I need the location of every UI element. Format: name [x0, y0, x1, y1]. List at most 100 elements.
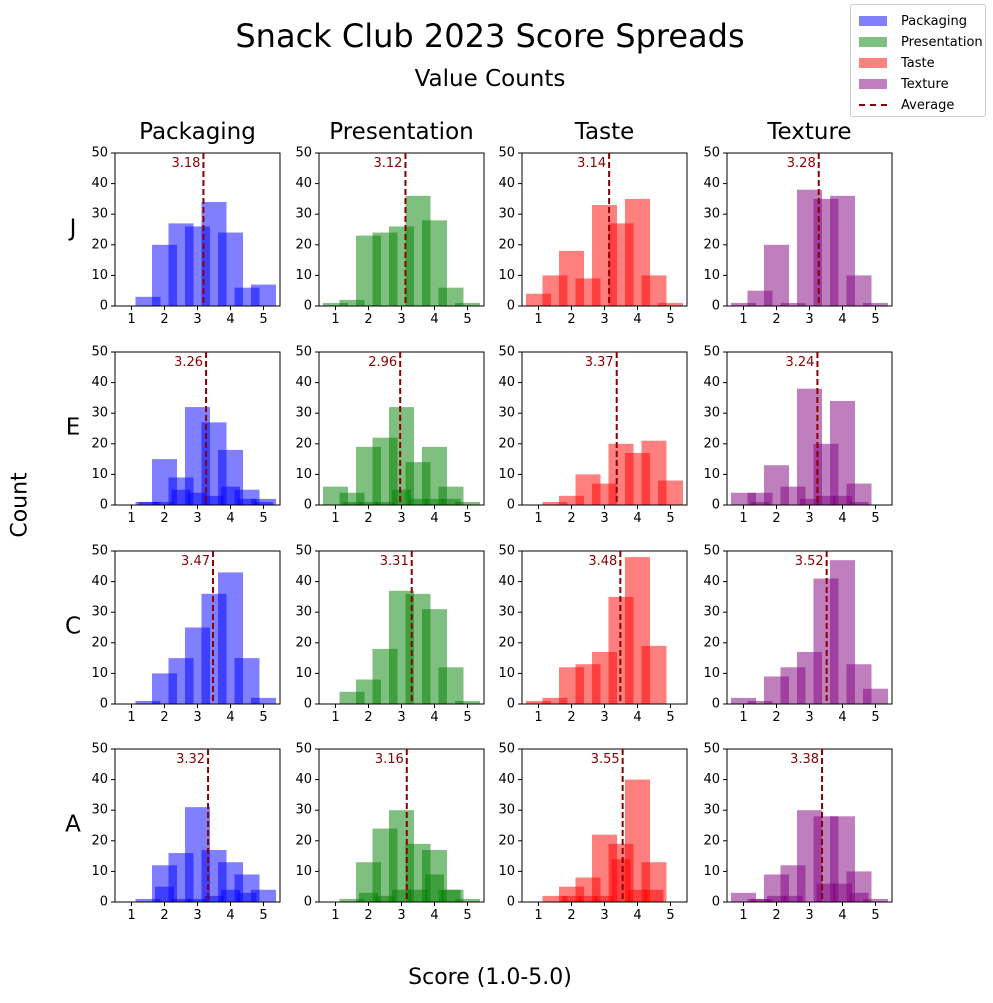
panel-frame-e-presentation — [318, 351, 485, 506]
panel-frame-j-presentation — [318, 152, 485, 307]
y-tick-label-j-texture-50: 50 — [703, 146, 720, 161]
y-tick-label-e-packaging-10: 10 — [91, 467, 108, 482]
bar-e-presentation-8 — [455, 501, 480, 505]
y-tick-label-j-packaging-10: 10 — [91, 268, 108, 283]
y-tick-label-j-taste-20: 20 — [498, 237, 515, 252]
legend-swatch-taste — [859, 58, 887, 68]
x-tick-label-c-packaging-4: 4 — [226, 710, 234, 725]
y-tick-label-j-packaging-40: 40 — [91, 176, 108, 191]
x-tick-label-a-taste-1: 1 — [534, 908, 542, 923]
y-tick-label-c-packaging-20: 20 — [91, 635, 108, 650]
y-tick-label-e-packaging-20: 20 — [91, 436, 108, 451]
bar-c-presentation-8 — [455, 700, 480, 704]
overlay-bar-e-packaging-7 — [237, 498, 257, 505]
y-tick-label-a-texture-0: 0 — [712, 895, 720, 910]
y-tick-label-j-packaging-0: 0 — [100, 299, 108, 314]
y-tick-label-c-taste-50: 50 — [498, 544, 515, 559]
average-label-e-taste: 3.37 — [585, 355, 614, 370]
bar-j-texture-7 — [846, 275, 872, 306]
y-tick-label-a-presentation-20: 20 — [295, 833, 312, 848]
x-tick-label-j-packaging-4: 4 — [226, 312, 234, 327]
x-tick-label-e-packaging-3: 3 — [193, 511, 201, 526]
y-tick-label-c-taste-30: 30 — [498, 605, 515, 620]
x-tick-label-a-packaging-3: 3 — [193, 908, 201, 923]
y-tick-label-j-presentation-0: 0 — [304, 299, 312, 314]
overlay-bar-e-presentation-2 — [359, 501, 378, 505]
bar-a-presentation-8 — [455, 898, 480, 902]
legend-item-average: Average — [859, 95, 954, 115]
y-tick-label-a-taste-10: 10 — [498, 864, 515, 879]
overlay-bar-a-packaging-4 — [188, 898, 207, 902]
bar-j-packaging-1 — [135, 296, 161, 306]
average-label-j-presentation: 3.12 — [374, 156, 403, 171]
y-tick-label-c-taste-0: 0 — [507, 697, 515, 712]
bar-e-taste-8 — [658, 480, 683, 505]
x-tick-label-e-packaging-1: 1 — [127, 511, 135, 526]
legend-item-texture: Texture — [859, 74, 949, 94]
overlay-bar-e-texture-1 — [750, 501, 770, 505]
x-tick-label-c-presentation-5: 5 — [463, 710, 471, 725]
legend-item-packaging: Packaging — [859, 11, 967, 31]
y-tick-label-j-packaging-30: 30 — [91, 207, 108, 222]
y-tick-label-a-texture-50: 50 — [703, 742, 720, 757]
overlay-bar-a-texture-7 — [849, 892, 869, 902]
x-tick-label-a-presentation-2: 2 — [364, 908, 372, 923]
x-tick-label-j-packaging-1: 1 — [127, 312, 135, 327]
panel-frame-a-presentation — [318, 748, 485, 903]
legend-item-presentation: Presentation — [859, 32, 983, 52]
bar-a-taste-1 — [542, 895, 568, 902]
overlay-bar-a-texture-2 — [767, 895, 786, 902]
chart-subtitle: Value Counts — [414, 66, 566, 92]
x-tick-label-c-texture-4: 4 — [838, 710, 846, 725]
y-tick-label-e-texture-40: 40 — [703, 375, 720, 390]
column-header-texture: Texture — [766, 119, 851, 145]
y-tick-label-j-texture-30: 30 — [703, 207, 720, 222]
y-tick-label-a-texture-10: 10 — [703, 864, 720, 879]
y-tick-label-c-presentation-20: 20 — [295, 635, 312, 650]
x-tick-label-e-taste-1: 1 — [534, 511, 542, 526]
y-tick-label-e-presentation-10: 10 — [295, 467, 312, 482]
y-tick-label-a-presentation-30: 30 — [295, 803, 312, 818]
overlay-bar-e-texture-6 — [833, 495, 852, 505]
x-tick-label-e-texture-5: 5 — [871, 511, 879, 526]
y-tick-label-j-taste-30: 30 — [498, 207, 515, 222]
y-tick-label-c-packaging-10: 10 — [91, 666, 108, 681]
x-tick-label-e-presentation-1: 1 — [331, 511, 339, 526]
x-tick-label-a-texture-3: 3 — [805, 908, 813, 923]
bar-j-packaging-8 — [251, 284, 276, 306]
y-tick-label-c-texture-0: 0 — [712, 697, 720, 712]
bar-a-presentation-1 — [339, 898, 365, 902]
panel-frame-c-texture — [726, 550, 893, 705]
bar-j-presentation-0 — [323, 302, 348, 306]
bar-c-taste-7 — [641, 645, 667, 704]
x-axis-label: Score (1.0-5.0) — [408, 965, 572, 990]
overlay-bar-e-presentation-4 — [392, 489, 411, 505]
average-label-c-packaging: 3.47 — [181, 554, 210, 569]
y-tick-label-e-texture-20: 20 — [703, 436, 720, 451]
overlay-bar-e-packaging-1 — [138, 501, 158, 505]
bar-j-texture-3 — [780, 302, 806, 306]
column-header-taste: Taste — [574, 119, 635, 145]
overlay-bar-a-presentation-3 — [375, 895, 395, 902]
x-tick-label-j-texture-4: 4 — [838, 312, 846, 327]
x-tick-label-c-presentation-3: 3 — [397, 710, 405, 725]
bar-a-texture-8 — [863, 898, 888, 902]
x-tick-label-a-presentation-3: 3 — [397, 908, 405, 923]
x-tick-label-j-presentation-5: 5 — [463, 312, 471, 327]
y-tick-label-j-presentation-30: 30 — [295, 207, 312, 222]
y-tick-label-e-texture-30: 30 — [703, 406, 720, 421]
x-tick-label-a-presentation-1: 1 — [331, 908, 339, 923]
panel-frame-c-taste — [521, 550, 688, 705]
panel-frame-a-packaging — [114, 748, 281, 903]
panel-frame-j-texture — [726, 152, 893, 307]
overlay-bar-a-texture-5 — [816, 883, 836, 902]
overlay-bar-e-presentation-7 — [441, 498, 461, 505]
average-label-a-presentation: 3.16 — [375, 752, 404, 767]
average-label-a-texture: 3.38 — [790, 752, 819, 767]
panel-frame-e-taste — [521, 351, 688, 506]
x-tick-label-e-taste-4: 4 — [633, 511, 641, 526]
panel-frame-c-presentation — [318, 550, 485, 705]
y-tick-label-e-packaging-0: 0 — [100, 498, 108, 513]
x-tick-label-a-taste-4: 4 — [633, 908, 641, 923]
x-tick-label-j-packaging-3: 3 — [193, 312, 201, 327]
